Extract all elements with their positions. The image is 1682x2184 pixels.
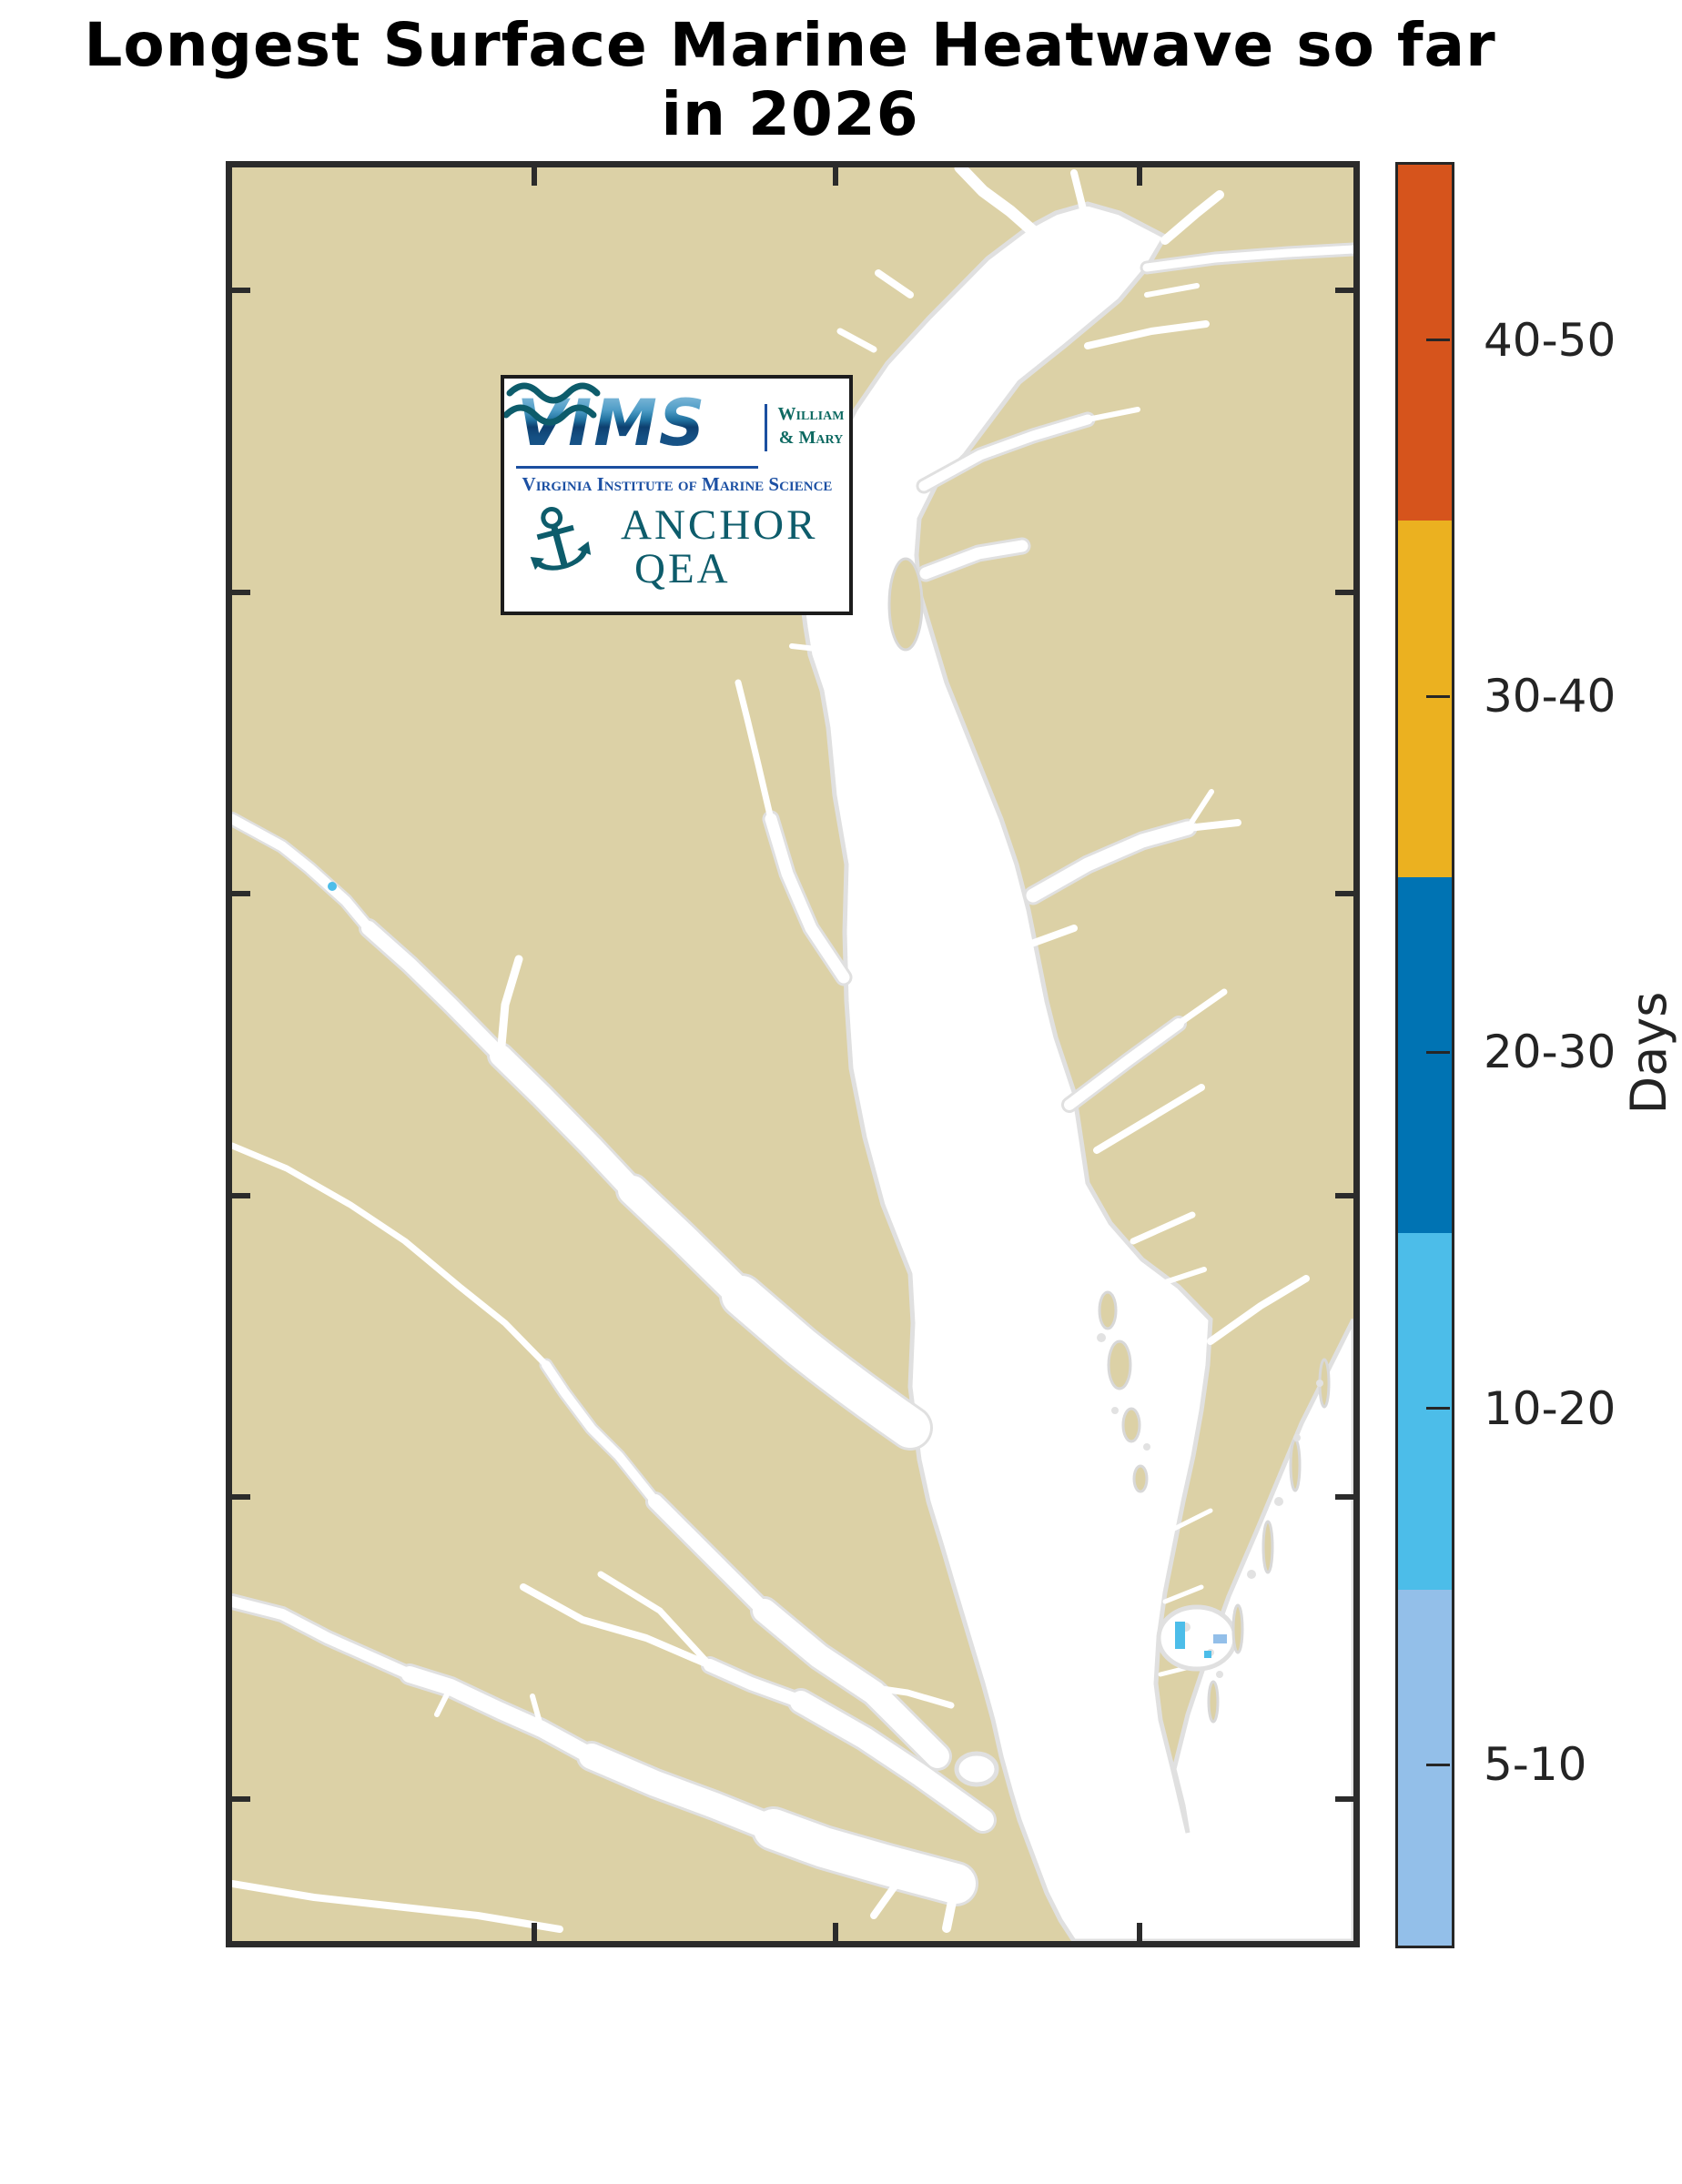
axis-tick-left bbox=[232, 891, 250, 896]
anchor-qea-name-line1: ANCHOR bbox=[621, 501, 818, 549]
colorbar bbox=[1395, 162, 1454, 1948]
axis-tick-bottom bbox=[532, 1923, 537, 1941]
data-patch bbox=[1213, 1634, 1227, 1643]
colorbar-tick bbox=[1426, 1407, 1450, 1410]
colorbar-axis-label: Days bbox=[1620, 991, 1677, 1115]
colorbar-tick-label: 40-50 bbox=[1484, 314, 1616, 367]
axis-tick-left bbox=[232, 1494, 250, 1500]
william-mary-line2: & Mary bbox=[778, 428, 844, 448]
william-mary-label: William & Mary bbox=[774, 402, 848, 450]
william-mary-line1: William bbox=[777, 404, 845, 424]
vims-institute-label: Virginia Institute of Marine Science bbox=[522, 473, 833, 495]
bay-islands bbox=[887, 557, 1331, 1724]
wave-lines-icon bbox=[504, 382, 601, 426]
heatwave-data-patches bbox=[328, 882, 1227, 1658]
colorbar-tick-label: 10-20 bbox=[1484, 1382, 1616, 1435]
mobjack-bay bbox=[954, 1751, 999, 1787]
axis-tick-right bbox=[1335, 1494, 1353, 1500]
colorbar-segment-20-30 bbox=[1398, 876, 1452, 1234]
axis-tick-bottom bbox=[833, 1923, 838, 1941]
figure-title-line1: Longest Surface Marine Heatwave so far bbox=[84, 10, 1496, 80]
axis-tick-left bbox=[232, 1796, 250, 1802]
logo-rule bbox=[516, 466, 758, 469]
axis-tick-right bbox=[1335, 590, 1353, 595]
axis-tick-top bbox=[1137, 167, 1142, 186]
logo-box: VIMS William & Mary Virginia Institute o… bbox=[501, 375, 853, 615]
axis-tick-left bbox=[232, 590, 250, 595]
axis-tick-bottom bbox=[1137, 1923, 1142, 1941]
axis-tick-top bbox=[833, 167, 838, 186]
anchor-icon: ⚓ bbox=[507, 481, 607, 599]
map-frame: VIMS William & Mary Virginia Institute o… bbox=[226, 161, 1360, 1947]
axis-tick-right bbox=[1335, 1193, 1353, 1198]
axis-tick-left bbox=[232, 1193, 250, 1198]
axis-tick-left bbox=[232, 288, 250, 293]
data-patch bbox=[328, 882, 337, 891]
colorbar-segment-5-10 bbox=[1398, 1589, 1452, 1946]
colorbar-segment-30-40 bbox=[1398, 521, 1452, 877]
axis-tick-top bbox=[532, 167, 537, 186]
anchor-qea-name-line2: QEA bbox=[634, 545, 731, 592]
colorbar-tick bbox=[1426, 695, 1450, 698]
colorbar-segment-10-20 bbox=[1398, 1233, 1452, 1590]
figure-title: Longest Surface Marine Heatwave so far i… bbox=[0, 11, 1580, 149]
bay-water bbox=[798, 201, 1353, 1941]
colorbar-tick-label: 30-40 bbox=[1484, 670, 1616, 723]
axis-tick-right bbox=[1335, 288, 1353, 293]
colorbar-tick bbox=[1426, 1764, 1450, 1766]
tributary-rivers bbox=[232, 167, 1353, 1933]
axis-tick-right bbox=[1335, 891, 1353, 896]
logo-divider bbox=[765, 404, 767, 451]
figure-title-line2: in 2026 bbox=[661, 79, 919, 149]
colorbar-tick bbox=[1426, 1051, 1450, 1054]
data-patch bbox=[1204, 1651, 1211, 1658]
colorbar-tick-label: 5-10 bbox=[1484, 1738, 1587, 1791]
colorbar-tick-label: 20-30 bbox=[1484, 1026, 1616, 1078]
colorbar-tick bbox=[1426, 339, 1450, 341]
data-patch bbox=[1175, 1622, 1185, 1649]
axis-tick-right bbox=[1335, 1796, 1353, 1802]
colorbar-segment-40-50 bbox=[1398, 165, 1452, 521]
